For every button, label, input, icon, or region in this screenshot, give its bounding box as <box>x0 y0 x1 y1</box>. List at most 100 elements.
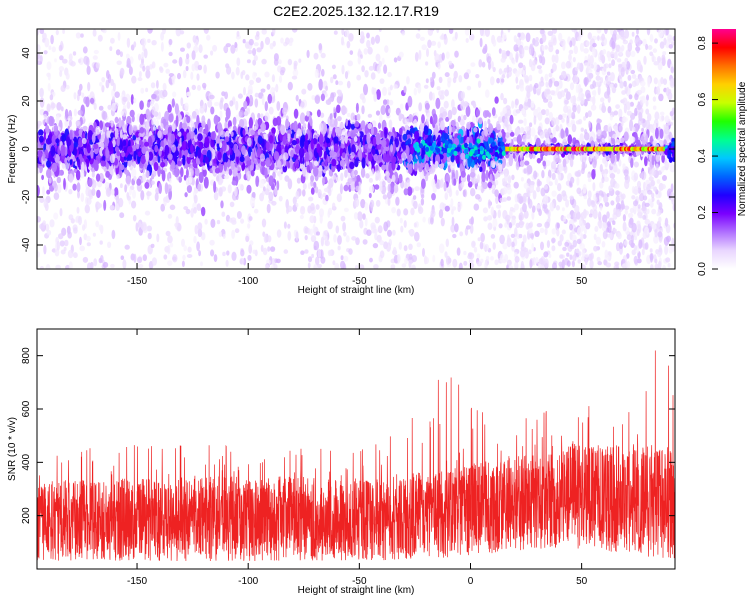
spectrogram-cell <box>181 260 185 267</box>
spectrogram-cell <box>252 249 257 254</box>
spectrogram-cell <box>101 85 105 93</box>
spectrogram-cell <box>643 181 646 191</box>
spectrogram-cell <box>582 183 587 194</box>
spectrogram-cell <box>403 208 409 216</box>
spectrogram-cell <box>236 57 241 66</box>
spectrogram-cell <box>546 240 551 249</box>
spectrogram-cell <box>364 70 369 78</box>
spectrogram-cell <box>92 232 96 237</box>
spectrogram-cell <box>265 264 270 269</box>
spectrogram-cell <box>548 181 553 187</box>
spectrogram-cell <box>101 77 106 83</box>
spectrogram-cell <box>240 218 245 224</box>
spectrogram-cell <box>180 97 184 107</box>
spectrogram-cell <box>347 177 353 185</box>
spectrogram-cell <box>291 75 298 80</box>
spectrogram-cell <box>387 197 391 206</box>
spectrogram-cell <box>653 235 659 244</box>
spectrogram-cell <box>437 62 441 70</box>
spectrogram-cell <box>440 217 445 227</box>
spectrogram-cell <box>204 218 208 225</box>
spectrogram-cell <box>532 59 538 66</box>
spectrogram-cell <box>347 172 351 179</box>
spectrogram-cell <box>475 109 481 117</box>
spectrogram-cell <box>606 211 610 219</box>
spectrogram-cell <box>327 249 332 257</box>
spectrogram-cell <box>601 241 606 248</box>
spectrogram-cell <box>413 119 418 129</box>
spectrogram-cell <box>531 242 535 252</box>
spectrogram-cell <box>627 212 634 218</box>
spectrogram-cell <box>601 222 607 232</box>
spectrogram-cell <box>145 87 149 93</box>
spectrogram-cell <box>511 100 515 109</box>
spectrogram-cell <box>660 77 664 85</box>
spectrogram-cell <box>536 157 542 164</box>
spectrogram-cell <box>117 32 121 41</box>
spectrogram-cell <box>92 55 98 60</box>
spectrogram-cell <box>473 177 478 184</box>
spectrogram-cell <box>261 218 267 228</box>
spectrogram-cell <box>320 112 325 118</box>
spectrogram-cell <box>606 71 611 76</box>
spectrogram-cell <box>459 119 465 126</box>
spectrogram-cell <box>333 234 337 243</box>
spectrogram-cell <box>178 56 183 67</box>
spectrogram-cell <box>430 217 434 225</box>
spectrogram-cell <box>534 82 539 89</box>
spectrogram-cell <box>319 208 324 218</box>
spectrogram-cell <box>86 242 91 247</box>
spectrogram-cell <box>56 102 62 111</box>
spectrogram-cell <box>377 122 382 129</box>
spectrogram-cell <box>79 83 83 91</box>
spectrogram-cell <box>592 159 597 169</box>
spectrogram-cell <box>151 257 157 266</box>
spectrogram-cell <box>116 60 122 66</box>
spectrogram-cell <box>180 167 184 178</box>
spectrogram-cell <box>544 221 550 229</box>
spectrogram-cell <box>62 58 68 64</box>
spectrogram-cell <box>96 189 101 199</box>
spectrogram-cell <box>421 114 425 124</box>
spectrogram-cell <box>225 259 229 267</box>
spectrogram-cell <box>184 192 188 198</box>
spectrogram-cell <box>467 181 473 188</box>
spectrogram-cell <box>509 131 515 137</box>
spectrogram-cell <box>601 33 605 41</box>
spectrogram-cell <box>287 230 292 241</box>
spectrogram-cell <box>652 223 657 230</box>
spectrogram-cell <box>537 180 542 187</box>
spectrogram-cell <box>361 105 365 115</box>
spectrogram-cell <box>615 190 620 196</box>
spectrogram-cell <box>655 163 659 170</box>
spectrogram-cell <box>444 89 449 97</box>
spectrogram-cell <box>494 96 499 104</box>
spectrogram-cell <box>588 213 593 218</box>
spectrogram-cell <box>393 57 398 63</box>
spectrogram-cell <box>561 117 565 123</box>
spectrogram-cell <box>95 62 101 69</box>
spectrogram-cell <box>500 57 506 63</box>
spectrogram-cell <box>177 72 181 80</box>
spectrogram-cell <box>595 75 601 81</box>
spectrogram-cell <box>46 189 51 195</box>
spectrogram-cell <box>465 101 468 108</box>
spectrogram-cell <box>435 97 441 110</box>
spectrogram-cell <box>105 79 110 89</box>
spectrogram-cell <box>593 245 598 252</box>
spectrogram-cell <box>492 242 496 250</box>
spectrogram-cell <box>583 99 588 107</box>
spectrogram-cell <box>540 187 546 197</box>
spectrogram-cell <box>447 77 452 84</box>
spectrogram-cell <box>210 106 215 115</box>
spectrogram-cell <box>492 39 497 47</box>
spectrogram-cell <box>512 152 516 159</box>
spectrogram-cell <box>609 83 614 89</box>
spectrogram-cell <box>150 180 155 185</box>
spectrogram-cell <box>531 205 536 213</box>
spectrogram-cell <box>368 177 373 183</box>
spectrogram-cell <box>555 205 561 211</box>
spectrogram-cell <box>43 50 48 55</box>
spectrogram-cell <box>200 261 203 267</box>
spectrogram-cell <box>463 260 468 266</box>
